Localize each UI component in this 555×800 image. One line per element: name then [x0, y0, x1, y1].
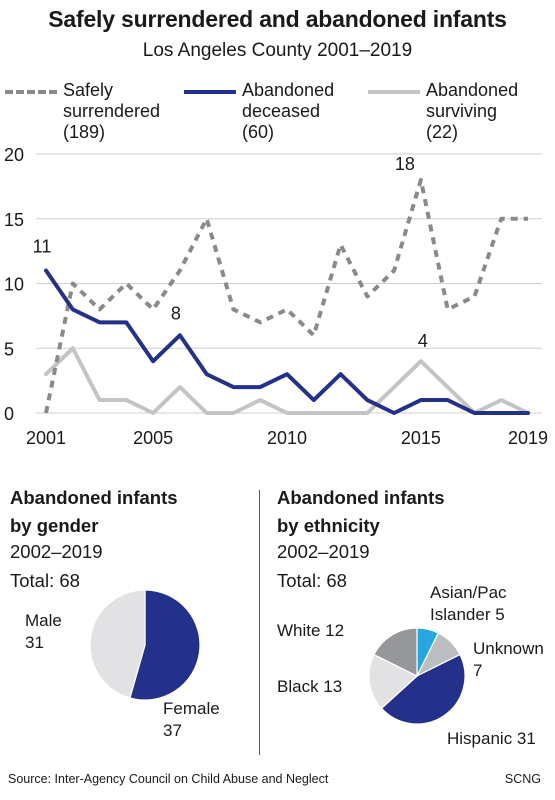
- gender-pie-title: Abandoned infants by gender: [10, 487, 178, 536]
- y-tick-label: 0: [4, 404, 14, 424]
- pie-label-hispanic: Hispanic 31: [447, 729, 536, 748]
- pie-label-female: Female 37: [163, 699, 220, 740]
- ethnicity-pie-period: 2002–2019: [277, 541, 370, 562]
- legend-label: surrendered: [63, 101, 161, 121]
- source-note: Source: Inter-Agency Council on Child Ab…: [8, 772, 329, 786]
- pie-label-black: Black 13: [277, 677, 343, 696]
- legend-swatch-navy: [184, 90, 236, 94]
- pie-slice-black: [368, 653, 419, 710]
- y-tick-label: 20: [4, 145, 24, 165]
- legend-swatch-dashed: [5, 90, 57, 94]
- x-tick-label: 2010: [267, 428, 307, 448]
- data-label: 8: [171, 303, 181, 323]
- chart-subtitle: Los Angeles County 2001–2019: [142, 40, 413, 61]
- ethnicity-pie-title: Abandoned infants by ethnicity: [277, 487, 445, 536]
- ethnicity-pie-total: Total: 68: [277, 570, 347, 591]
- series-line-1: [44, 268, 530, 415]
- pie-slice-male: [89, 589, 146, 699]
- x-tick-label: 2005: [133, 428, 173, 448]
- credit: SCNG: [504, 772, 541, 786]
- legend-label: Abandoned: [242, 80, 335, 100]
- pie-slice-hispanic: [380, 653, 466, 725]
- legend-label: deceased: [242, 101, 321, 121]
- legend-count: (22): [426, 122, 459, 142]
- series-line-2: [44, 346, 530, 415]
- chart-title: Safely surrendered and abandoned infants: [48, 6, 507, 32]
- pie-slice-female: [129, 589, 201, 701]
- series-line-0: [44, 177, 528, 414]
- y-tick-label: 15: [4, 210, 24, 230]
- y-tick-label: 10: [4, 275, 24, 295]
- pie-label-unknown: Unknown 7: [473, 639, 544, 680]
- y-tick-label: 5: [4, 339, 14, 359]
- data-label: 11: [33, 237, 52, 257]
- legend-label: surviving: [426, 101, 498, 121]
- pie-label-white: White 12: [277, 621, 345, 640]
- line-chart: 0 5 10 15 20 2001 2005 2010 2015 2019 11 8 18 4: [4, 145, 548, 448]
- x-tick-label: 2015: [401, 428, 441, 448]
- legend-label: Abandoned: [426, 80, 519, 100]
- data-label: 4: [418, 331, 428, 351]
- legend-swatch-gray: [368, 90, 420, 94]
- data-label: 18: [395, 154, 415, 174]
- gender-pie-period: 2002–2019: [10, 541, 103, 562]
- divider: [259, 490, 260, 755]
- pie-label-male: Male 31: [25, 611, 62, 652]
- x-tick-label: 2001: [26, 428, 66, 448]
- legend-count: (189): [63, 122, 106, 142]
- legend-label: Safely: [63, 80, 114, 100]
- gender-pie-total: Total: 68: [10, 570, 80, 591]
- ethnicity-pie: [368, 627, 466, 725]
- gender-pie: [89, 589, 201, 701]
- x-tick-label: 2019: [508, 428, 548, 448]
- pie-slice-white: [373, 627, 418, 677]
- legend-count: (60): [242, 122, 275, 142]
- pie-label-asian-pac-islander: Asian/Pac Islander 5: [430, 583, 507, 624]
